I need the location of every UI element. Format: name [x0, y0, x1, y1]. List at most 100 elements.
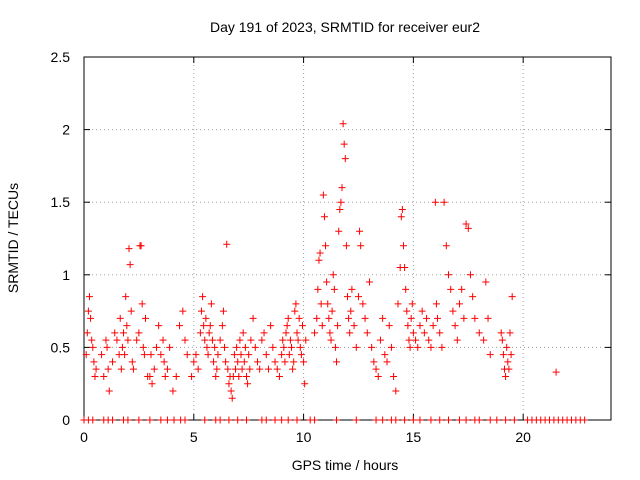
data-point	[333, 358, 341, 366]
data-point	[251, 343, 259, 351]
y-tick-label: 1.5	[51, 194, 71, 210]
data-point	[337, 198, 345, 206]
data-point	[429, 322, 437, 330]
data-point	[200, 322, 208, 330]
chart-title: Day 191 of 2023, SRMTID for receiver eur…	[210, 19, 480, 35]
data-point	[214, 351, 222, 359]
data-point	[416, 416, 424, 424]
data-point	[85, 293, 93, 301]
data-point	[319, 191, 327, 199]
data-point	[282, 329, 290, 337]
data-point	[503, 343, 511, 351]
data-point	[372, 416, 380, 424]
data-point	[124, 416, 132, 424]
grid-lines	[84, 57, 611, 420]
data-point	[279, 336, 287, 344]
data-point	[271, 358, 279, 366]
data-point	[228, 394, 236, 402]
data-point	[385, 322, 393, 330]
data-point	[486, 416, 494, 424]
data-point	[150, 365, 158, 373]
data-point	[445, 416, 453, 424]
data-point	[392, 416, 400, 424]
data-point	[552, 368, 560, 376]
data-point	[455, 300, 463, 308]
data-point	[84, 307, 92, 315]
data-point	[480, 336, 488, 344]
data-point	[356, 227, 364, 235]
data-point	[431, 198, 439, 206]
data-point	[203, 343, 211, 351]
data-point	[181, 336, 189, 344]
data-point	[197, 307, 205, 315]
y-tick-label: 0	[62, 412, 70, 428]
y-tick-label: 2.5	[51, 49, 71, 65]
data-point	[152, 343, 160, 351]
data-point	[82, 351, 90, 359]
data-point	[125, 245, 133, 253]
data-point	[117, 365, 125, 373]
data-point	[398, 205, 406, 213]
data-point	[222, 358, 230, 366]
data-point	[409, 329, 417, 337]
data-point	[148, 380, 156, 388]
data-points	[80, 120, 589, 424]
data-point	[147, 351, 155, 359]
data-point	[202, 314, 210, 322]
data-point	[323, 278, 331, 286]
data-point	[113, 336, 121, 344]
data-point	[482, 278, 490, 286]
data-point	[427, 343, 435, 351]
data-point	[135, 416, 143, 424]
data-point	[181, 416, 189, 424]
data-point	[301, 380, 309, 388]
data-point	[341, 155, 349, 163]
data-point	[324, 300, 332, 308]
data-point	[325, 314, 333, 322]
data-point	[486, 351, 494, 359]
data-point	[196, 329, 204, 337]
data-point	[176, 322, 184, 330]
data-point	[348, 285, 356, 293]
data-point	[392, 387, 400, 395]
data-point	[120, 329, 128, 337]
data-point	[387, 343, 395, 351]
data-point	[90, 358, 98, 366]
data-point	[458, 285, 466, 293]
data-point	[159, 336, 167, 344]
data-point	[372, 365, 380, 373]
data-point	[234, 416, 242, 424]
data-point	[133, 336, 141, 344]
data-point	[285, 351, 293, 359]
x-tick-label: 10	[296, 429, 312, 445]
data-point	[462, 220, 470, 228]
data-point	[347, 307, 355, 315]
data-point	[408, 300, 416, 308]
data-point	[412, 336, 420, 344]
data-point	[471, 314, 479, 322]
data-point	[253, 358, 261, 366]
data-point	[302, 336, 310, 344]
data-point	[401, 416, 409, 424]
data-point	[418, 307, 426, 315]
data-point	[121, 351, 129, 359]
data-point	[190, 358, 198, 366]
data-point	[497, 329, 505, 337]
data-point	[401, 264, 409, 272]
data-point	[104, 365, 112, 373]
data-point	[249, 314, 257, 322]
data-point	[502, 416, 510, 424]
data-point	[293, 416, 301, 424]
data-point	[383, 358, 391, 366]
data-point	[344, 293, 351, 301]
data-point	[216, 416, 224, 424]
data-point	[311, 416, 319, 424]
data-point	[204, 351, 212, 359]
data-point	[138, 300, 146, 308]
data-point	[98, 351, 106, 359]
data-point	[449, 307, 457, 315]
data-point	[118, 343, 126, 351]
data-point	[237, 351, 245, 359]
x-tick-label: 15	[406, 429, 422, 445]
